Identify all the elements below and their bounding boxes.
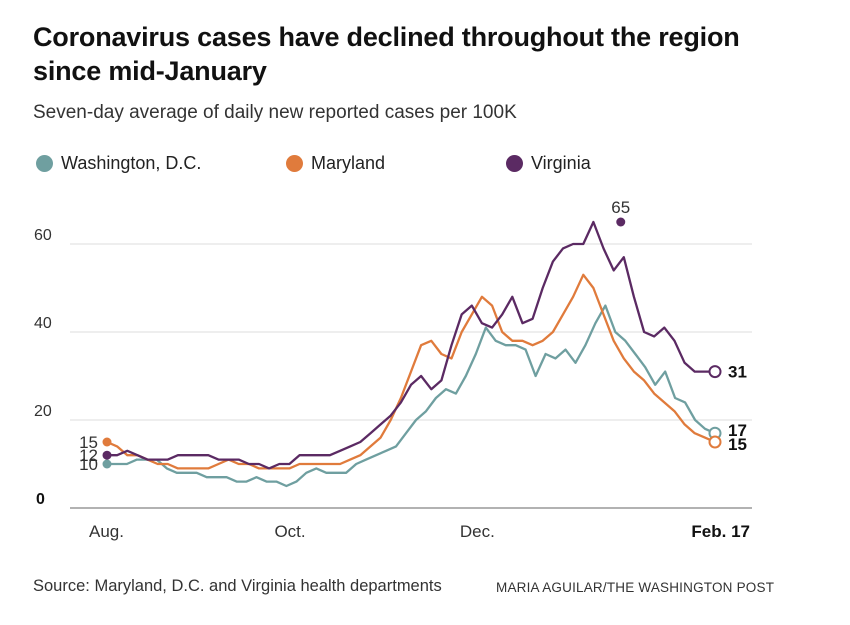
start-point-virginia (102, 450, 112, 460)
end-label-maryland: 15 (728, 435, 747, 454)
legend-item-maryland: Maryland (286, 153, 506, 174)
x-tick-label: Oct. (274, 522, 305, 541)
legend-swatch-maryland (286, 155, 303, 172)
end-label-washington-d-c: 17 (728, 421, 747, 440)
start-point-maryland (102, 437, 112, 447)
y-tick-label: 40 (34, 315, 52, 332)
series-line-virginia (107, 220, 715, 470)
y-tick-label: 0 (36, 491, 45, 508)
chart-title: Coronavirus cases have declined througho… (33, 22, 740, 86)
y-tick-label: 60 (34, 227, 52, 244)
legend-label-maryland: Maryland (311, 153, 386, 173)
end-point-maryland (708, 435, 722, 449)
source-note: Source: Maryland, D.C. and Virginia heal… (33, 577, 442, 595)
chart-subtitle: Seven-day average of daily new reported … (33, 102, 517, 123)
start-label-virginia: 12 (79, 446, 98, 465)
x-tick-label: Aug. (89, 522, 124, 541)
legend-item-virginia: Virginia (506, 153, 591, 174)
legend-label-virginia: Virginia (531, 153, 591, 173)
end-point-virginia (708, 365, 722, 379)
legend-label-dc: Washington, D.C. (61, 153, 202, 173)
series-line-maryland (106, 273, 716, 470)
peak-point (616, 217, 626, 227)
series-line-washington-d-c (107, 304, 716, 488)
start-label-maryland: 15 (79, 433, 98, 452)
legend-swatch-virginia (506, 155, 523, 172)
start-label-washington-d-c: 10 (79, 455, 98, 474)
legend: Washington, D.C. Maryland Virginia (36, 153, 591, 174)
start-point-washington-d-c (102, 459, 112, 469)
end-label-virginia: 31 (728, 363, 747, 382)
peak-label: 65 (611, 198, 630, 217)
x-tick-label: Dec. (460, 522, 495, 541)
credit-line: MARIA AGUILAR/THE WASHINGTON POST (496, 580, 775, 595)
legend-item-dc: Washington, D.C. (36, 153, 286, 174)
x-tick-label: Feb. 17 (691, 522, 750, 541)
legend-swatch-dc (36, 155, 53, 172)
y-tick-label: 20 (34, 403, 52, 420)
